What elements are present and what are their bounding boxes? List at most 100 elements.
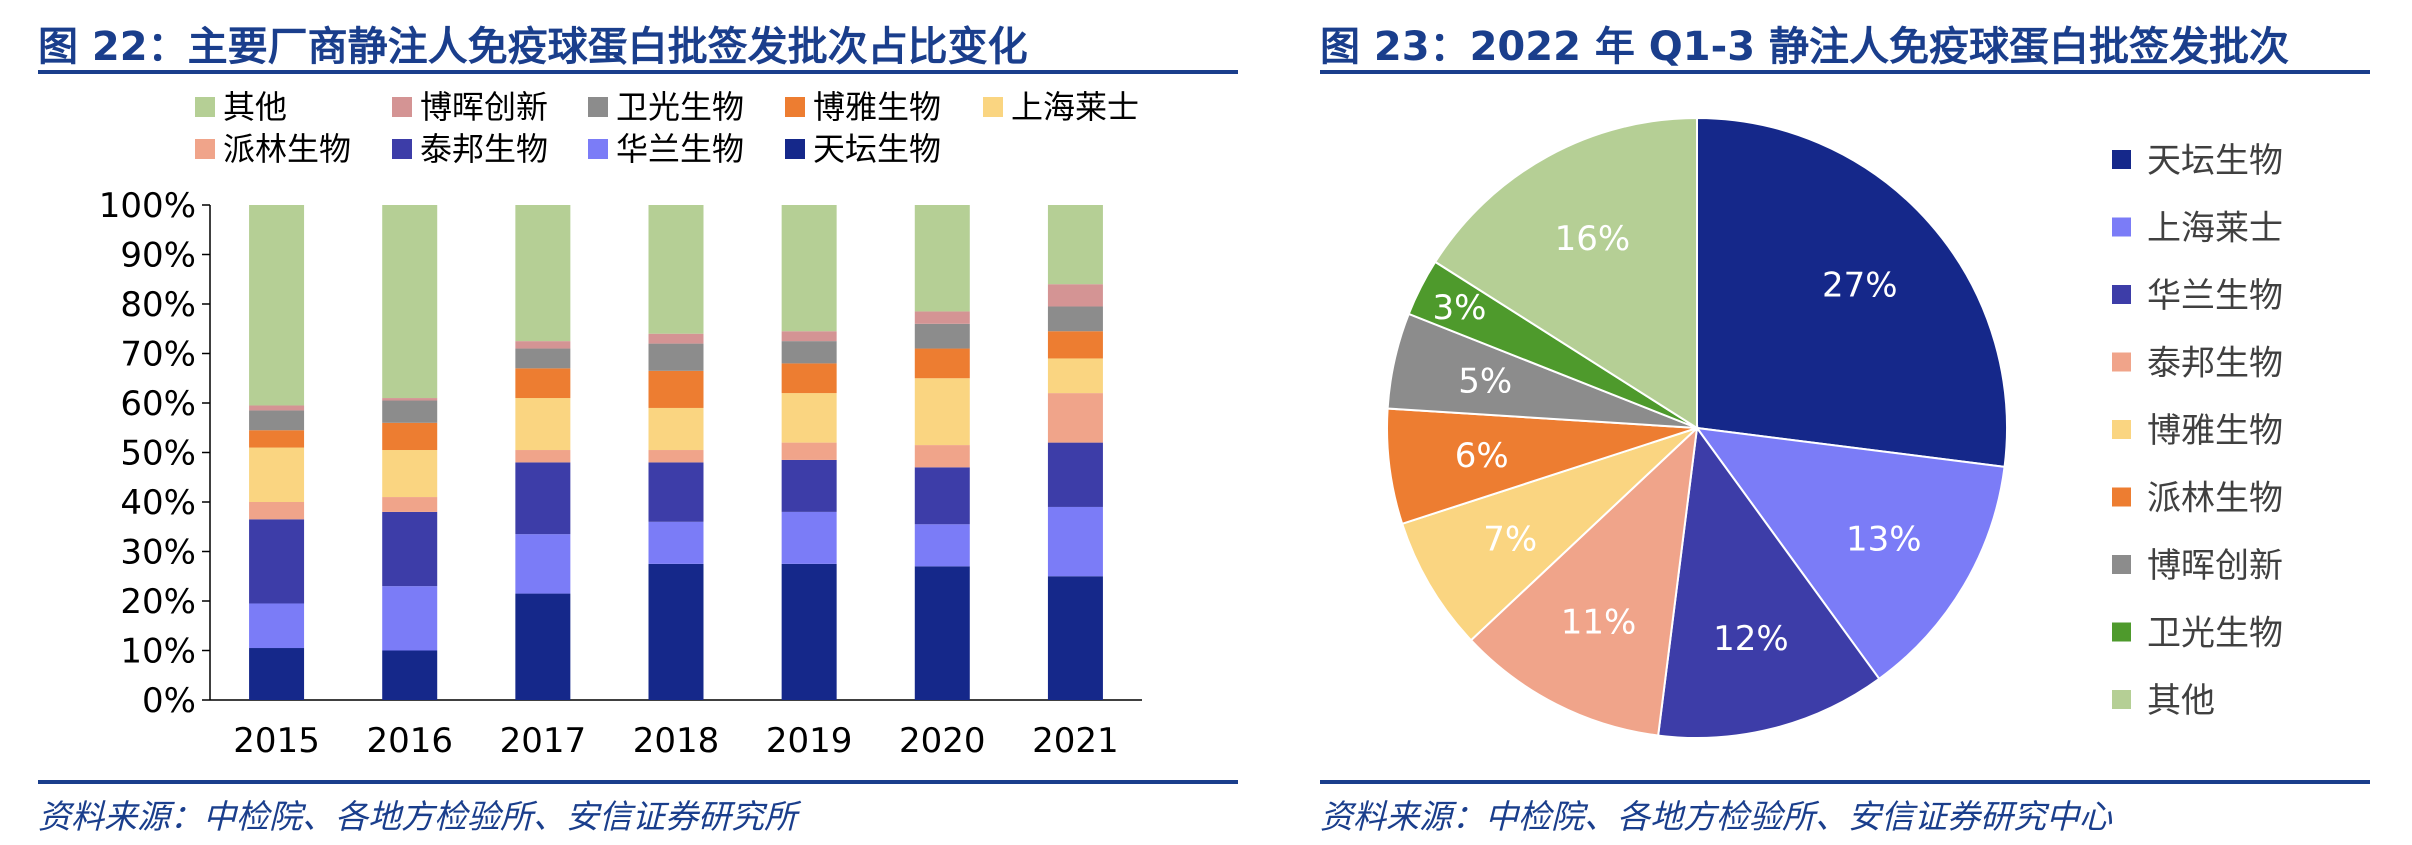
bar-segment: [1047, 442, 1103, 507]
left-source-rule: [38, 780, 1238, 784]
bar-segment: [1047, 284, 1103, 307]
pie-slice: [1694, 426, 2006, 681]
bar-segment: [249, 205, 305, 406]
legend-swatch: [785, 97, 805, 117]
legend-swatch: [392, 139, 412, 159]
pie-data-label: 3%: [1432, 288, 1486, 328]
y-tick-label: 100%: [99, 186, 196, 226]
legend-swatch: [588, 139, 608, 159]
bar-segment: [914, 323, 970, 349]
pie-data-label: 27%: [1822, 265, 1898, 305]
legend-label: 泰邦生物: [420, 130, 548, 168]
bar-segment: [515, 450, 571, 463]
legend-label: 天坛生物: [2147, 141, 2283, 181]
bar-segment: [914, 348, 970, 379]
pie-slice: [1469, 425, 1699, 737]
legend-label: 派林生物: [223, 130, 351, 168]
bar-segment: [781, 511, 837, 564]
bar-segment: [914, 566, 970, 700]
bar-segment: [781, 341, 837, 364]
legend-swatch: [2112, 150, 2131, 169]
legend-label: 泰邦生物: [2147, 344, 2283, 384]
legend-label: 上海莱士: [2147, 209, 2283, 249]
left-title-rule: [38, 70, 1238, 74]
bar-segment: [648, 343, 704, 371]
bar-segment: [249, 603, 305, 649]
legend-swatch: [195, 97, 215, 117]
pie-data-label: 16%: [1555, 219, 1631, 259]
x-tick-label: 2020: [899, 721, 986, 761]
bar-segment: [648, 450, 704, 463]
bar-segment: [914, 205, 970, 312]
bar-segment: [382, 497, 438, 512]
x-tick-label: 2015: [233, 721, 320, 761]
right-figure-title: 图 23：2022 年 Q1-3 静注人免疫球蛋白批签发批次: [1320, 24, 2289, 70]
legend-label: 天坛生物: [813, 130, 941, 168]
bar-segment: [781, 331, 837, 342]
bar-segment: [382, 400, 438, 423]
bar-segment: [648, 563, 704, 700]
bar-segment: [515, 398, 571, 451]
pie-slice: [1657, 425, 1881, 739]
pie-data-label: 5%: [1458, 362, 1512, 402]
legend-swatch: [2112, 487, 2131, 507]
bar-segment: [515, 205, 571, 342]
left-panel: 图 22：主要厂商静注人免疫球蛋白批签发批次占比变化 0% 10% 20% 30% 40…: [38, 24, 1238, 836]
legend-label: 华兰生物: [616, 130, 744, 168]
y-tick-label: 60%: [120, 384, 196, 424]
bar-segment: [515, 593, 571, 700]
bar-segment: [515, 462, 571, 535]
bar-segment: [382, 422, 438, 451]
bar-segment: [382, 450, 438, 498]
legend-swatch: [2112, 352, 2131, 372]
pie-slice: [1696, 116, 2008, 468]
legend-swatch: [2112, 217, 2131, 237]
bar-segment: [781, 363, 837, 394]
bar-segment: [382, 205, 438, 399]
bar-segment: [914, 524, 970, 567]
bar-segment: [249, 405, 305, 411]
bar-segment: [914, 311, 970, 324]
y-tick-label: 70%: [120, 335, 196, 375]
pie-data-label: 7%: [1483, 519, 1537, 559]
bar-segment: [648, 333, 704, 344]
bar-segment: [648, 521, 704, 564]
bar-segment: [249, 410, 305, 431]
legend-swatch: [2112, 420, 2131, 439]
bar-segment: [382, 398, 438, 401]
bar-segment: [382, 586, 438, 651]
bar-segment: [249, 447, 305, 502]
bar-segment: [1047, 576, 1103, 700]
bar-segment: [1047, 393, 1103, 443]
bar-segment: [648, 370, 704, 408]
legend-label: 华兰生物: [2147, 276, 2283, 316]
legend-label: 博雅生物: [2147, 411, 2283, 451]
legend-label: 卫光生物: [616, 88, 744, 126]
bar-segment: [515, 348, 571, 369]
legend-label: 派林生物: [2147, 479, 2283, 519]
x-tick-label: 2019: [766, 721, 853, 761]
legend-label: 卫光生物: [2147, 614, 2283, 654]
pie-slice: [1433, 116, 1698, 430]
legend-swatch: [392, 97, 412, 117]
legend-swatch: [983, 97, 1003, 117]
pie-chart: 27% 13% 12% 11% 7% 6% 5% 3% 16% 天坛生物上海莱士华兰生物泰邦生物博…: [1386, 116, 2283, 739]
y-tick-label: 30%: [120, 533, 196, 573]
bar-segment: [781, 205, 837, 332]
left-source-note: 资料来源：中检院、各地方检验所、安信证券研究所: [38, 797, 797, 836]
bar-segment: [249, 648, 305, 700]
bar-segment: [1047, 358, 1103, 394]
legend-label: 上海莱士: [1011, 88, 1139, 126]
x-tick-label: 2017: [500, 721, 587, 761]
legend-label: 博晖创新: [2147, 546, 2283, 586]
bar-segment: [382, 511, 438, 587]
bar-segment: [249, 430, 305, 448]
bar-segment: [249, 502, 305, 520]
y-tick-label: 0%: [142, 681, 196, 721]
y-tick-label: 80%: [120, 285, 196, 325]
right-title-rule: [1320, 70, 2370, 74]
bar-segment: [781, 563, 837, 700]
y-tick-label: 10%: [120, 632, 196, 672]
right-panel: 图 23：2022 年 Q1-3 静注人免疫球蛋白批签发批次 27% 13% 12%…: [1282, 0, 2412, 845]
bar-segment: [515, 341, 571, 349]
